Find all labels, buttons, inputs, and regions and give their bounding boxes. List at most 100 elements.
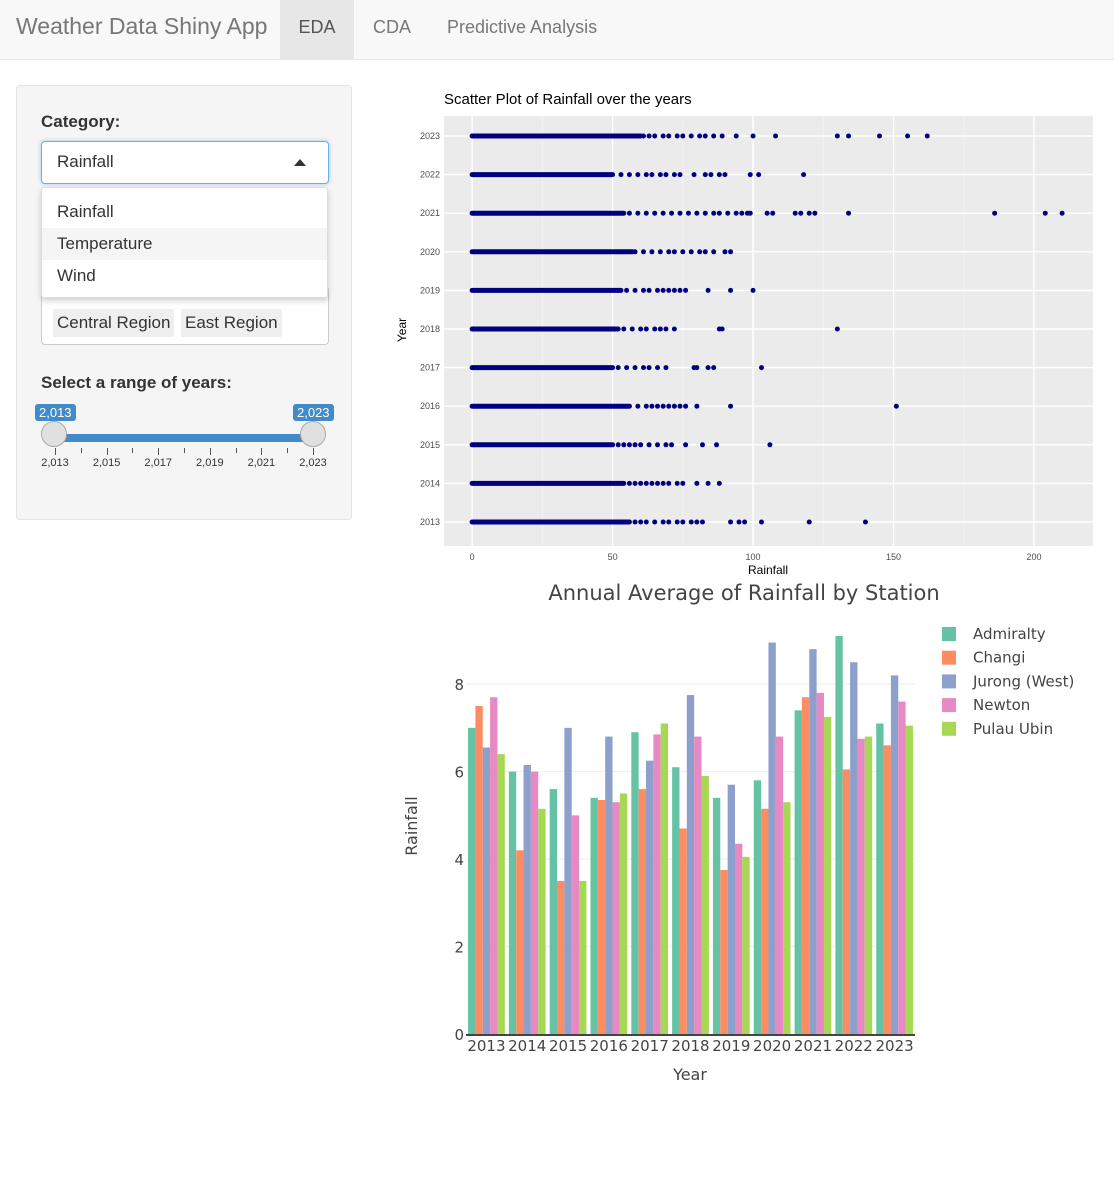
bar [571,815,580,1034]
bar [850,662,858,1034]
tab-eda[interactable]: EDA [280,0,354,59]
bar [753,780,762,1034]
scatter-point [632,519,638,525]
option-rainfall[interactable]: Rainfall [57,202,114,221]
scatter-xtick-label: 150 [886,552,901,562]
scatter-point [640,287,646,293]
scatter-point [688,249,694,255]
slider-tick-label: 2,015 [92,457,121,469]
scatter-point [671,326,677,332]
scatter-point [770,210,776,216]
scatter-point [646,287,652,293]
slider-tick-label: 2,021 [247,457,276,469]
scatter-point [806,210,812,216]
scatter-xlabel: Rainfall [748,563,788,577]
scatter-point [702,210,708,216]
scatter-point [764,210,770,216]
legend-swatch [942,650,956,665]
scatter-point [683,403,689,409]
bar [490,697,498,1034]
scatter-point [694,403,700,409]
scatter-point [688,133,694,139]
scatter-point [711,133,717,139]
slider-track[interactable] [55,434,312,442]
scatter-point [677,210,683,216]
bar [564,727,572,1034]
scatter-ylabel: Year [395,318,409,342]
region-chip-east[interactable]: East Region [181,309,282,337]
scatter-point [643,326,649,332]
scatter-point [705,365,711,371]
category-label: Category: [41,112,121,131]
scatter-point [652,210,658,216]
scatter-point [643,480,649,486]
bar-xtick-label: 2014 [508,1037,546,1055]
scatter-point [747,172,753,178]
bar [734,843,743,1034]
scatter-point [722,172,728,178]
option-wind[interactable]: Wind [57,266,96,285]
scatter-point [657,172,663,178]
scatter-ytick-label: 2023 [420,131,440,141]
scatter-point [758,519,764,525]
bar [579,880,587,1034]
scatter-point [621,326,627,332]
scatter-point [834,133,840,139]
scatter-point [680,133,686,139]
scatter-point [736,519,742,525]
bar-xtick-label: 2022 [835,1037,873,1055]
bar [468,727,476,1034]
scatter-point [711,249,717,255]
scatter-point [1059,210,1065,216]
scatter-point [624,365,630,371]
scatter-point [683,442,689,448]
slider-tick [209,448,211,455]
bar [538,808,546,1034]
scatter-point [621,442,627,448]
tab-cda[interactable]: CDA [373,17,412,37]
scatter-point [646,365,652,371]
bar [864,736,873,1034]
scatter-point [674,480,680,486]
scatter-ytick-label: 2020 [420,247,440,257]
slider-to-handle[interactable] [300,421,326,447]
tab-predictive-analysis[interactable]: Predictive Analysis [447,17,598,37]
scatter-point [671,287,677,293]
category-select[interactable]: Rainfall [41,141,329,184]
scatter-point [702,172,708,178]
scatter-point [893,403,899,409]
scatter-point [812,210,818,216]
scatter-point [666,480,672,486]
scatter-point [750,287,756,293]
option-temperature[interactable]: Temperature [42,228,327,260]
scatter-point [992,210,998,216]
region-chip-central[interactable]: Central Region [53,309,175,337]
scatter-point [722,249,728,255]
slider-tick [158,448,160,455]
bar [883,745,891,1034]
bar [516,850,524,1034]
bar [653,734,661,1034]
slider-tick [287,448,289,453]
scatter-point [632,442,638,448]
bar-ytick-label: 8 [454,676,464,694]
caret-up-icon[interactable] [294,159,306,166]
scatter-point [699,442,705,448]
scatter-point [705,480,711,486]
scatter-point [663,365,669,371]
scatter-point [660,519,666,525]
bar-xtick-label: 2019 [712,1037,750,1055]
scatter-point [719,133,725,139]
slider-from-handle[interactable] [41,421,67,447]
legend-swatch [942,627,956,641]
bar [712,797,721,1034]
year-range-slider[interactable]: 2,013 2,023 2,013 2,015 2,017 2,019 2,021 2,0… [35,404,334,474]
scatter-xtick-label: 100 [746,552,761,562]
bar [816,692,824,1034]
bar [890,675,899,1034]
slider-tick-label: 2,017 [144,457,172,469]
slider-tick [261,448,263,455]
scatter-point [694,365,700,371]
bar-xlabel: Year [672,1065,707,1084]
scatter-ytick-label: 2018 [420,324,440,334]
